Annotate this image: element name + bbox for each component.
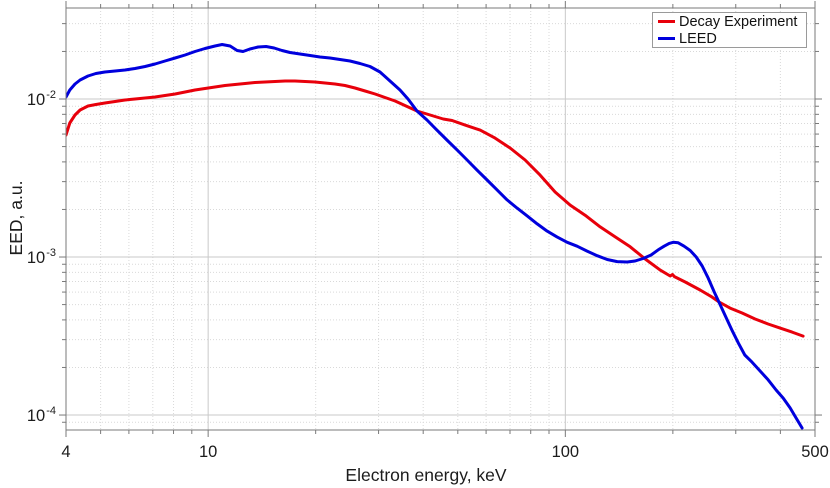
y-tick-label: 10-3 bbox=[27, 247, 56, 267]
red-line-sample bbox=[658, 20, 675, 23]
major-gridlines bbox=[66, 8, 815, 430]
x-tick-label: 10 bbox=[199, 443, 217, 461]
curve-decay-experiment bbox=[66, 79, 805, 338]
legend-label-decay-experiment: Decay Experiment bbox=[679, 13, 798, 30]
data-curves bbox=[66, 43, 805, 430]
minor-gridlines bbox=[66, 8, 815, 430]
blue-line-sample bbox=[658, 37, 675, 40]
x-tick-label: 100 bbox=[552, 443, 580, 461]
y-axis-title: EED, a.u. bbox=[6, 181, 26, 256]
legend-item-decay-experiment: Decay Experiment bbox=[658, 14, 806, 30]
tick-labels: 4 10 100 500 10-2 10-3 10-4 bbox=[27, 89, 829, 461]
legend-item-leed: LEED bbox=[658, 31, 806, 47]
legend-label-leed: LEED bbox=[679, 30, 717, 47]
axis-ticks bbox=[59, 1, 822, 437]
x-tick-label: 4 bbox=[61, 443, 70, 461]
x-axis-title: Electron energy, keV bbox=[345, 465, 506, 485]
y-tick-label: 10-2 bbox=[27, 89, 56, 109]
axes-frame bbox=[65, 7, 816, 431]
y-tick-label: 10-4 bbox=[27, 405, 56, 425]
curve-leed bbox=[66, 43, 804, 430]
x-tick-label: 500 bbox=[801, 443, 829, 461]
legend: Decay Experiment LEED bbox=[652, 12, 807, 48]
